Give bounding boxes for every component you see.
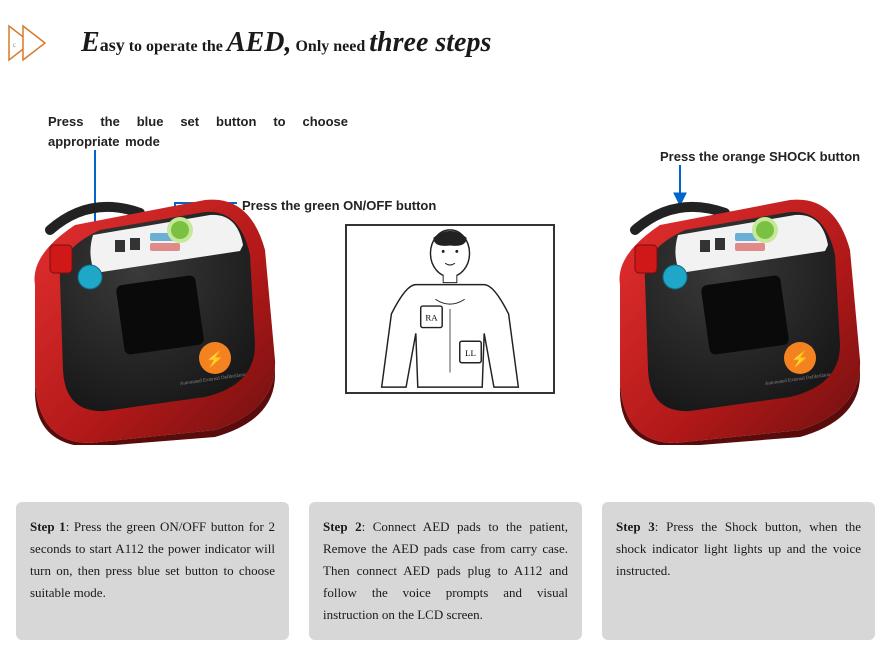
label-blue-button: Press the blue set button to choose appr… (48, 112, 348, 151)
step-box-1: Step 1: Press the green ON/OFF button fo… (16, 502, 289, 640)
svg-text:⚡: ⚡ (791, 350, 810, 368)
step-title: Step 3 (616, 519, 655, 534)
svg-text:⚡: ⚡ (206, 350, 225, 368)
title-part: to operate the (125, 38, 227, 55)
pad-ra-label: RA (425, 313, 438, 323)
pad-ll-label: LL (465, 348, 476, 358)
label-shock-button: Press the orange SHOCK button (660, 147, 860, 167)
step-title: Step 1 (30, 519, 66, 534)
svg-text:c: c (13, 41, 16, 49)
aed-device-step1: ⚡ Automated External Defibrillator (15, 185, 285, 445)
double-arrow-icon: c (5, 22, 63, 64)
step-box-3: Step 3: Press the Shock button, when the… (602, 502, 875, 640)
title-part: Only need (291, 38, 369, 55)
page-title: Easy to operate the AED, Only need three… (81, 27, 491, 59)
step-body: : Connect AED pads to the patient, Remov… (323, 519, 568, 622)
step-title: Step 2 (323, 519, 362, 534)
steps-row: Step 1: Press the green ON/OFF button fo… (16, 502, 875, 640)
title-part: three steps (369, 27, 491, 58)
aed-device-step3: ⚡ Automated External Defibrillator (600, 185, 870, 445)
step-body: : Press the green ON/OFF button for 2 se… (30, 519, 275, 600)
title-part: asy (100, 35, 125, 55)
pad-placement-diagram: RA LL (345, 224, 555, 394)
title-part: AED, (227, 27, 292, 58)
title-part: E (81, 27, 100, 58)
page-header: c Easy to operate the AED, Only need thr… (5, 22, 491, 64)
step-box-2: Step 2: Connect AED pads to the patient,… (309, 502, 582, 640)
